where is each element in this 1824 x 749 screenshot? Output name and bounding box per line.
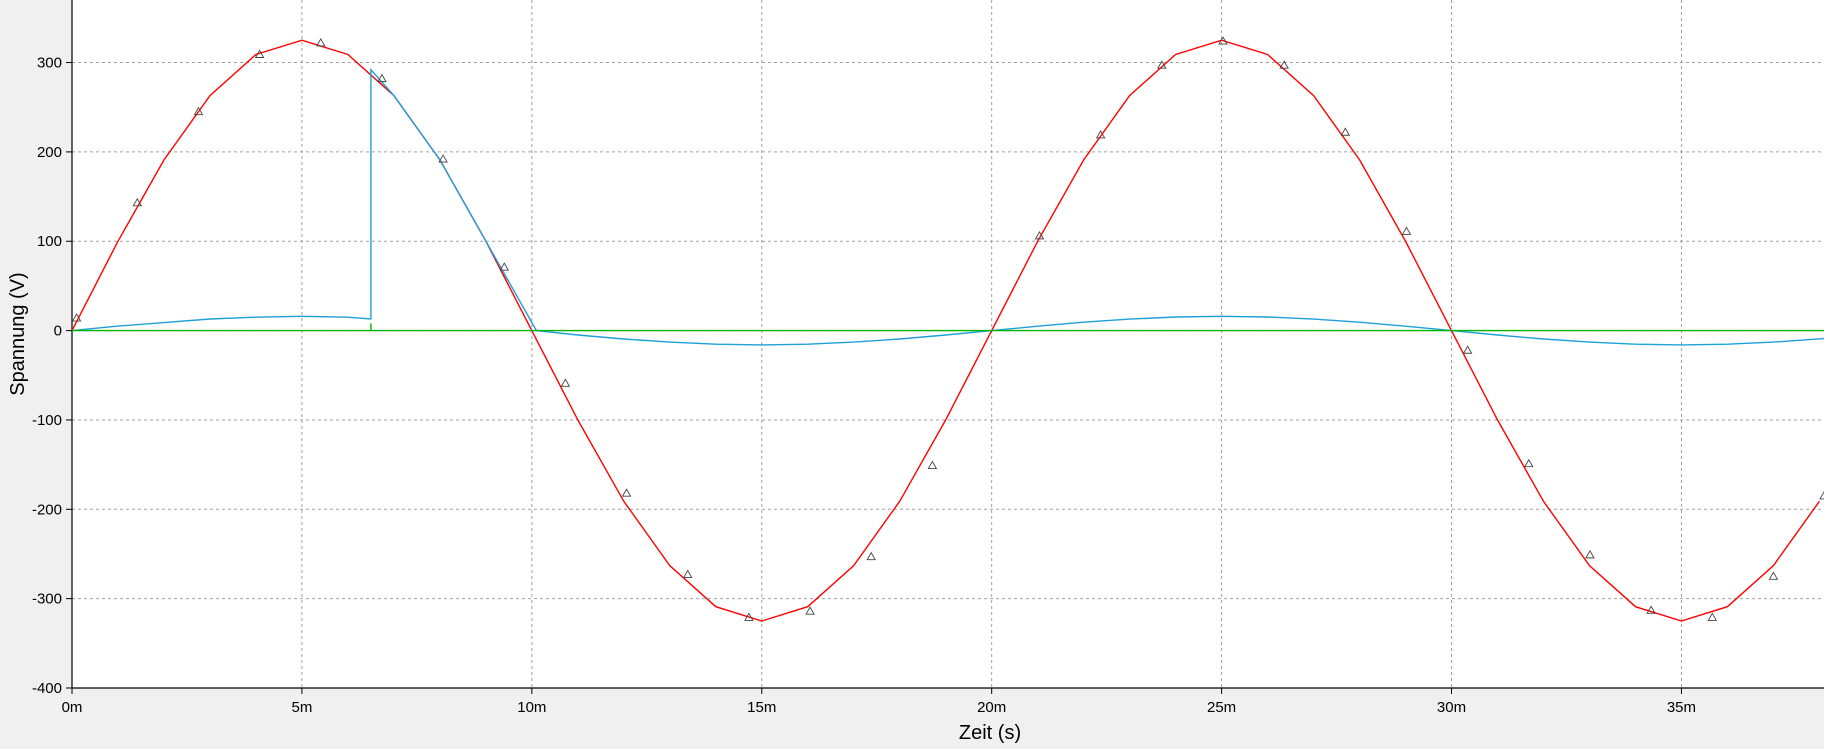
series-marker bbox=[315, 37, 326, 47]
series-marker bbox=[1401, 226, 1412, 235]
y-tick-label: -200 bbox=[32, 501, 62, 518]
series-marker bbox=[621, 488, 632, 497]
y-tick-labels: 300 200 100 0 -100 -200 -300 -400 bbox=[32, 55, 62, 697]
plot-area bbox=[72, 0, 1824, 688]
series-marker bbox=[499, 262, 510, 271]
x-tick-label: 25m bbox=[1207, 699, 1236, 716]
series-marker bbox=[1819, 490, 1824, 500]
y-tick-label: 300 bbox=[37, 55, 62, 72]
series-marker bbox=[438, 154, 448, 163]
y-tick-label: 0 bbox=[54, 323, 62, 340]
series-line-0 bbox=[71, 39, 1820, 622]
y-tick-label: 200 bbox=[37, 144, 62, 161]
series-marker bbox=[1034, 230, 1045, 240]
series-marker bbox=[193, 106, 204, 116]
series-marker bbox=[1218, 36, 1228, 45]
x-tick-label: 30m bbox=[1437, 699, 1466, 716]
series-line-2 bbox=[72, 323, 1824, 332]
x-tick-label: 5m bbox=[291, 699, 312, 716]
x-tick-label: 20m bbox=[977, 699, 1006, 716]
series-marker bbox=[866, 551, 876, 561]
x-axis-title: Zeit (s) bbox=[959, 722, 1021, 744]
series-marker bbox=[682, 569, 693, 578]
series-marker bbox=[1768, 571, 1779, 580]
series-line-1 bbox=[71, 67, 1824, 346]
series-marker bbox=[1646, 605, 1656, 614]
x-tick-label: 10m bbox=[517, 699, 546, 716]
x-tick-label: 0m bbox=[62, 699, 83, 716]
series-marker bbox=[805, 606, 815, 615]
y-tick-label: -300 bbox=[32, 591, 62, 608]
y-axis-title: Spannung (V) bbox=[7, 272, 29, 395]
series-marker bbox=[1340, 127, 1351, 136]
x-tick-label: 15m bbox=[747, 699, 776, 716]
x-tick-label: 35m bbox=[1667, 699, 1696, 716]
series-marker bbox=[1462, 345, 1473, 354]
y-tick-label: -400 bbox=[32, 680, 62, 697]
series-marker bbox=[1157, 60, 1167, 69]
series-marker bbox=[377, 73, 387, 83]
series-marker bbox=[1095, 130, 1106, 139]
series-marker bbox=[71, 313, 82, 322]
series-marker bbox=[254, 49, 265, 58]
y-tick-label: 100 bbox=[37, 233, 62, 250]
y-tick-label: -100 bbox=[32, 412, 62, 429]
series-marker bbox=[560, 378, 571, 387]
series-marker bbox=[744, 612, 754, 621]
series-marker bbox=[927, 460, 938, 469]
marker-layer bbox=[71, 36, 1824, 621]
series-marker bbox=[1707, 612, 1718, 621]
axes bbox=[66, 0, 1824, 694]
series-layer bbox=[71, 39, 1824, 622]
series-marker bbox=[132, 197, 143, 207]
x-tick-labels: 0m 5m 10m 15m 20m 25m 30m 35m bbox=[62, 699, 1696, 716]
series-marker bbox=[1524, 458, 1534, 468]
series-marker bbox=[1585, 549, 1595, 559]
series-marker bbox=[1279, 60, 1289, 69]
